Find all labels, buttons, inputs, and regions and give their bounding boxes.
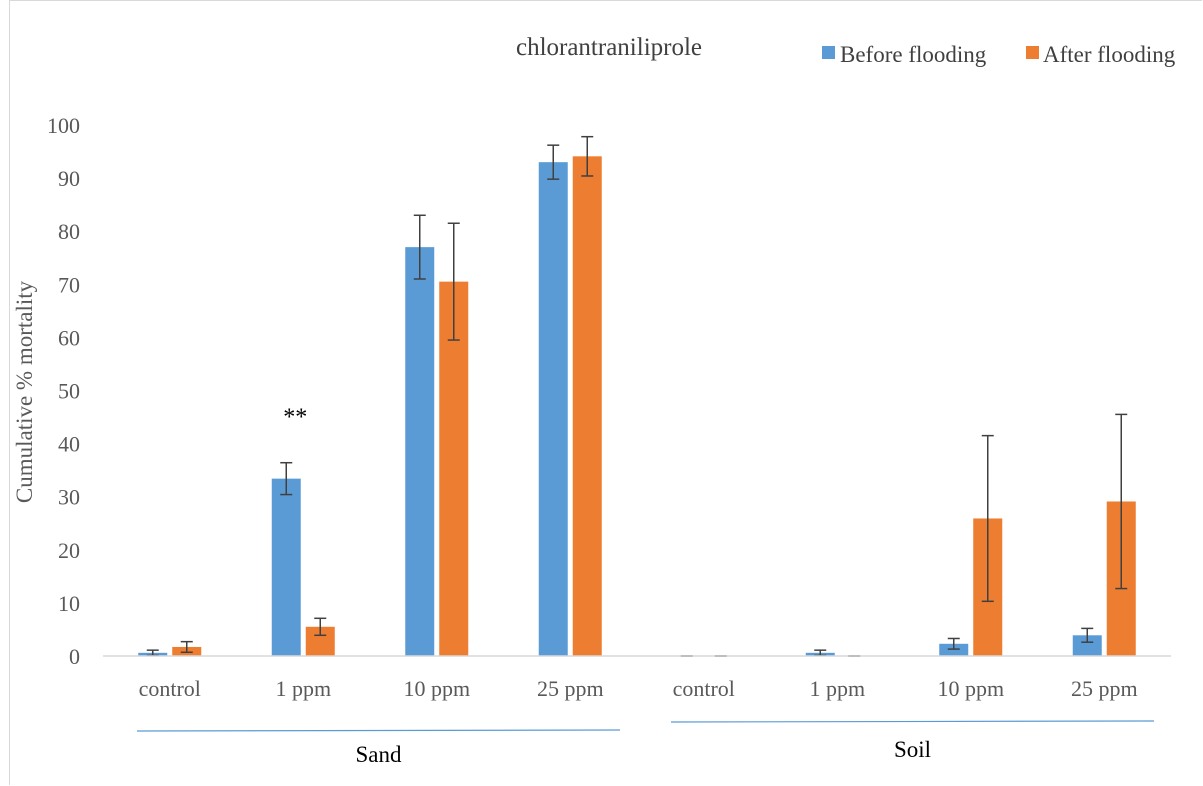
error-bar <box>547 144 560 180</box>
error-bar <box>947 637 960 650</box>
error-bar <box>1081 627 1094 643</box>
error-bar <box>413 214 426 280</box>
group-underline <box>136 729 621 732</box>
y-tick-label: 40 <box>58 432 80 457</box>
y-tick-label: 90 <box>58 166 80 191</box>
y-tick-label: 60 <box>58 325 80 350</box>
legend-label-after-flooding: After flooding <box>1043 42 1176 67</box>
group-label-sand: Sand <box>356 742 403 767</box>
bar-before-flooding <box>405 247 435 656</box>
group-label-soil: Soil <box>894 737 931 762</box>
bar-before-flooding <box>271 478 301 656</box>
legend: Before flooding After flooding <box>822 42 1176 67</box>
y-tick-label: 20 <box>58 538 80 563</box>
bar-after-flooding <box>572 156 602 657</box>
significance-annotation: ** <box>283 405 307 431</box>
bar-before-flooding <box>538 162 568 657</box>
x-tick-label: 10 ppm <box>403 676 470 701</box>
legend-swatch-before-flooding <box>822 46 835 59</box>
y-tick-label: 80 <box>58 219 80 244</box>
x-tick-label: 25 ppm <box>1071 676 1138 701</box>
y-tick-label: 70 <box>58 272 80 297</box>
error-bar <box>581 135 594 177</box>
x-tick-label: control <box>139 676 201 701</box>
x-tick-label: 1 ppm <box>275 676 331 701</box>
legend-swatch-after-flooding <box>1026 46 1039 59</box>
error-bar <box>180 640 193 654</box>
group-underline <box>670 720 1155 723</box>
error-bar <box>447 222 460 341</box>
group-labels: Sand Soil <box>136 720 1155 767</box>
y-tick-label: 0 <box>69 644 80 669</box>
error-bar <box>981 434 994 603</box>
y-tick-label: 100 <box>47 113 80 138</box>
error-bar <box>314 617 327 637</box>
bar-before-flooding <box>1072 635 1102 656</box>
y-axis-ticks: 0 10 20 30 40 50 60 70 80 90 100 <box>47 113 80 669</box>
x-axis-ticks: control 1 ppm 10 ppm 25 ppm control 1 ppm 10 p… <box>139 676 1138 701</box>
bar-after-flooding <box>439 281 469 656</box>
annotations: ** <box>283 405 307 431</box>
bar-before-flooding <box>939 643 969 656</box>
x-tick-label: 1 ppm <box>809 676 865 701</box>
y-tick-label: 30 <box>58 485 80 510</box>
y-tick-label: 50 <box>58 379 80 404</box>
error-bar <box>1115 413 1128 590</box>
chart-frame <box>9 0 1202 785</box>
x-tick-label: control <box>673 676 735 701</box>
legend-label-before-flooding: Before flooding <box>840 42 987 67</box>
y-tick-label: 10 <box>58 591 80 616</box>
chart-title: chlorantraniliprole <box>516 34 702 61</box>
y-axis-label: Cumulative % mortality <box>12 280 37 503</box>
x-tick-label: 25 ppm <box>537 676 604 701</box>
error-bar <box>280 461 293 496</box>
x-tick-label: 10 ppm <box>937 676 1004 701</box>
